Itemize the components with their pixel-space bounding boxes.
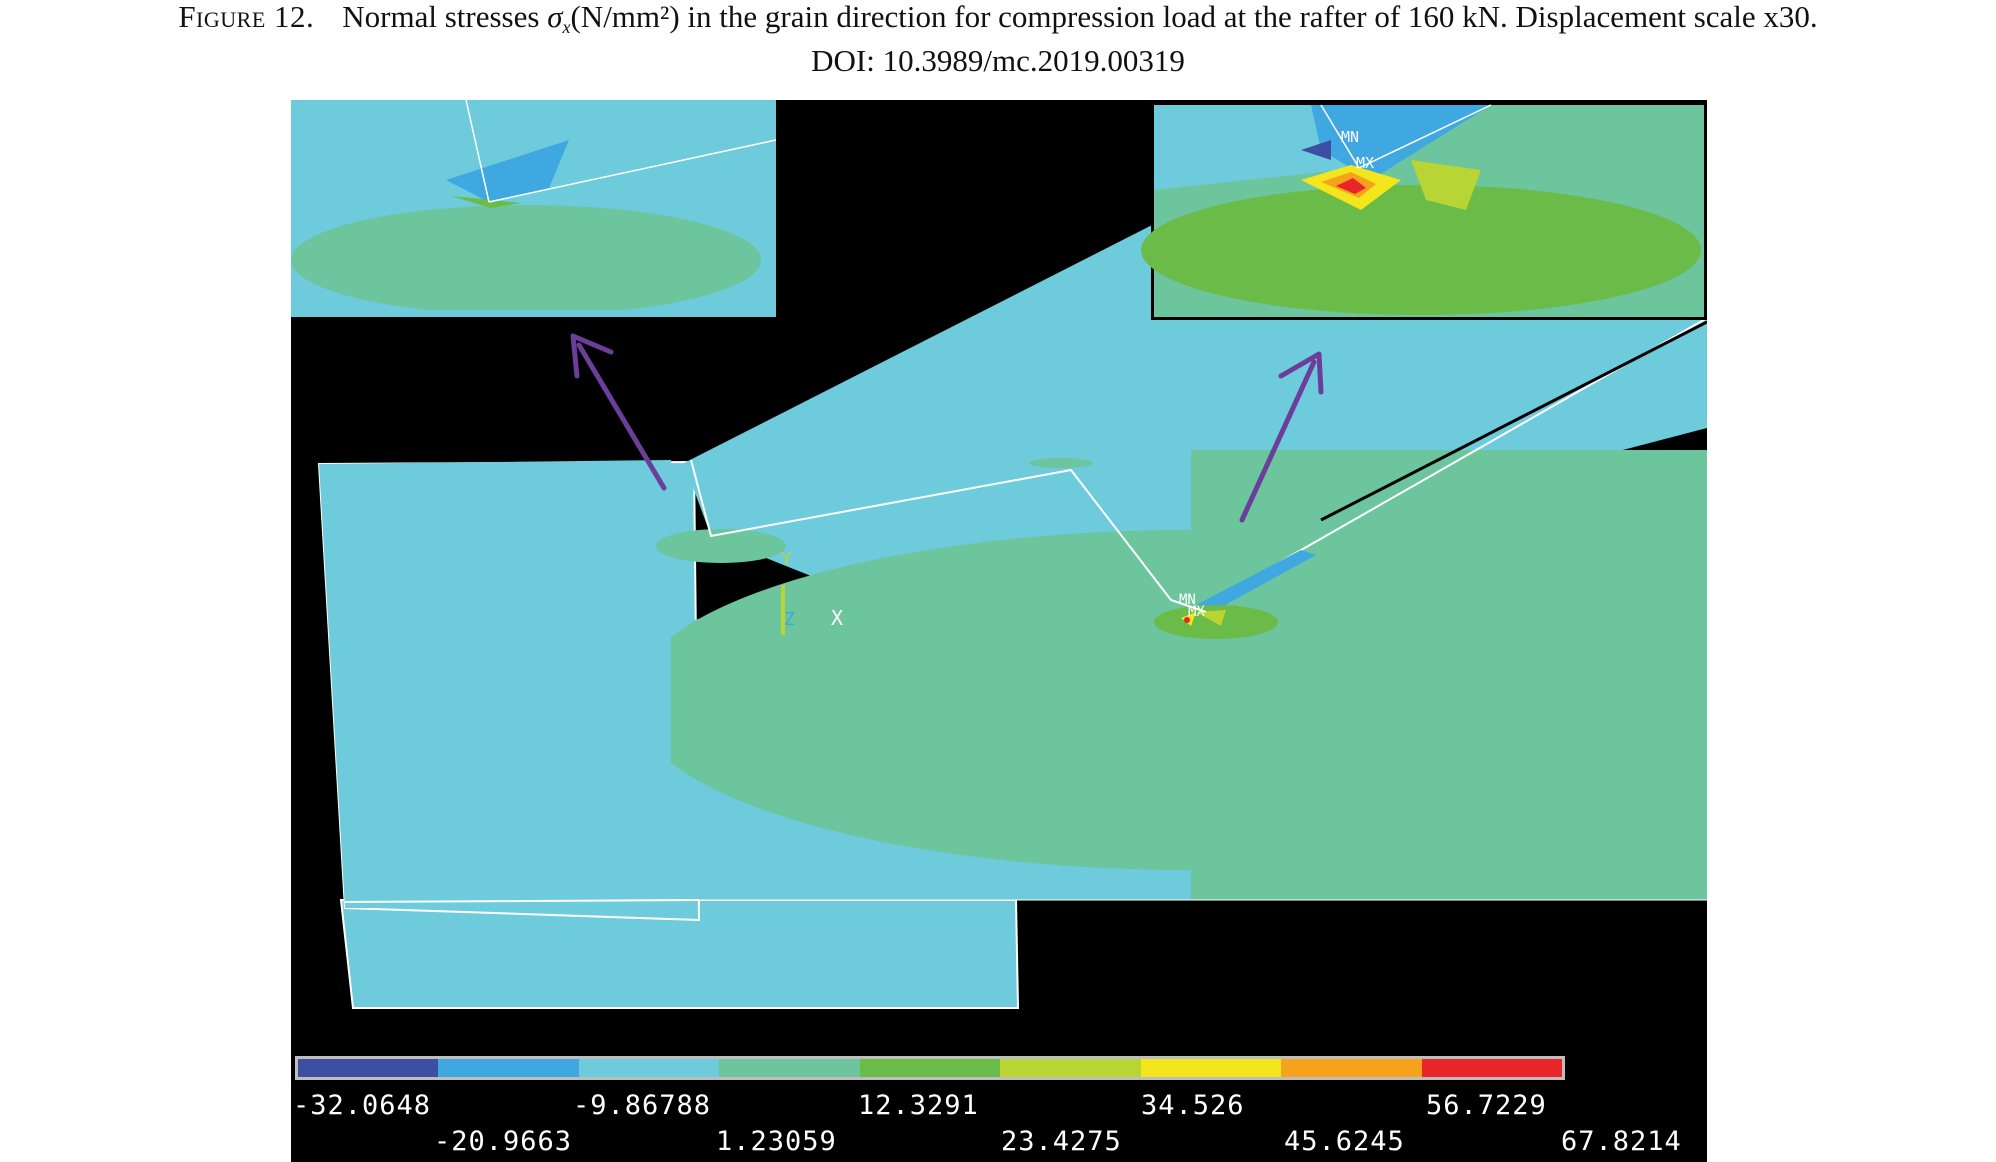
figure-label: Figure 12.: [178, 0, 315, 34]
caption-text-after: (N/mm²) in the grain direction for compr…: [570, 0, 1818, 34]
arrow-right: [1239, 351, 1324, 523]
colorbar-segment: [298, 1059, 439, 1077]
colorbar-segment: [1140, 1059, 1282, 1077]
stress-colorbar: [295, 1056, 1565, 1080]
legend-tick: -20.9663: [434, 1126, 573, 1157]
triad-y-label: Y: [781, 549, 792, 570]
figure-caption: Figure 12. Normal stresses σx(N/mm²) in t…: [0, 0, 1996, 78]
triad-x-label: X: [831, 606, 843, 630]
legend-tick: -9.86788: [573, 1090, 712, 1121]
colorbar-segment: [1421, 1059, 1562, 1077]
right-inset: MN MX: [1141, 102, 1707, 320]
left-fill-mask: [319, 460, 671, 908]
colorbar-segment: [438, 1059, 579, 1077]
joint-zone-red: [1184, 617, 1190, 623]
triad-y-axis: [781, 585, 785, 635]
colorbar-segment: [719, 1059, 860, 1077]
rafter-bottom-edge: [1320, 320, 1707, 522]
legend-tick: 12.3291: [858, 1090, 979, 1121]
triad-z-label: Z: [784, 609, 795, 630]
legend-tick: 67.8214: [1561, 1126, 1682, 1157]
legend-tick: -32.0648: [293, 1090, 432, 1121]
legend-tick: 1.23059: [716, 1126, 837, 1157]
sigma-symbol: σ: [547, 0, 563, 34]
sigma-subscript: x: [562, 17, 571, 37]
joint-zone-left: [656, 529, 786, 563]
colorbar-segment: [1000, 1059, 1141, 1077]
colorbar-segment: [859, 1059, 1001, 1077]
arrow-left: [570, 333, 667, 491]
marker-mx-main: MX: [1188, 604, 1205, 620]
legend-tick: 34.526: [1141, 1090, 1245, 1121]
compression-strip: [1196, 550, 1316, 610]
marker-mx-zoom: MX: [1356, 154, 1374, 172]
caption-doi: DOI: 10.3989/mc.2019.00319: [811, 43, 1185, 78]
legend-tick: 56.7229: [1426, 1090, 1547, 1121]
stress-zone-upper-right: [1341, 452, 1707, 550]
legend-tick: 23.4275: [1001, 1126, 1122, 1157]
legend-tick: 45.6245: [1284, 1126, 1405, 1157]
colorbar-segment: [1281, 1059, 1422, 1077]
left-inset: [291, 100, 777, 317]
panel-divider: [344, 899, 700, 903]
joint-outline: [690, 459, 1207, 613]
marker-mn-main: MN: [1179, 592, 1196, 608]
rafter-band: [684, 220, 1707, 628]
colorbar-segment: [578, 1059, 720, 1077]
marker-mn-zoom: MN: [1341, 128, 1359, 146]
small-patch-top: [1029, 458, 1093, 468]
caption-line-1: Figure 12. Normal stresses σx(N/mm²) in t…: [0, 0, 1996, 44]
caption-text-before: Normal stresses: [342, 0, 548, 34]
fem-model-drawing: Y Z X MN MX MN: [291, 100, 1707, 1009]
joint-zone-lime: [1196, 610, 1226, 626]
fem-stress-plot: Y Z X MN MX MN: [291, 100, 1707, 1162]
